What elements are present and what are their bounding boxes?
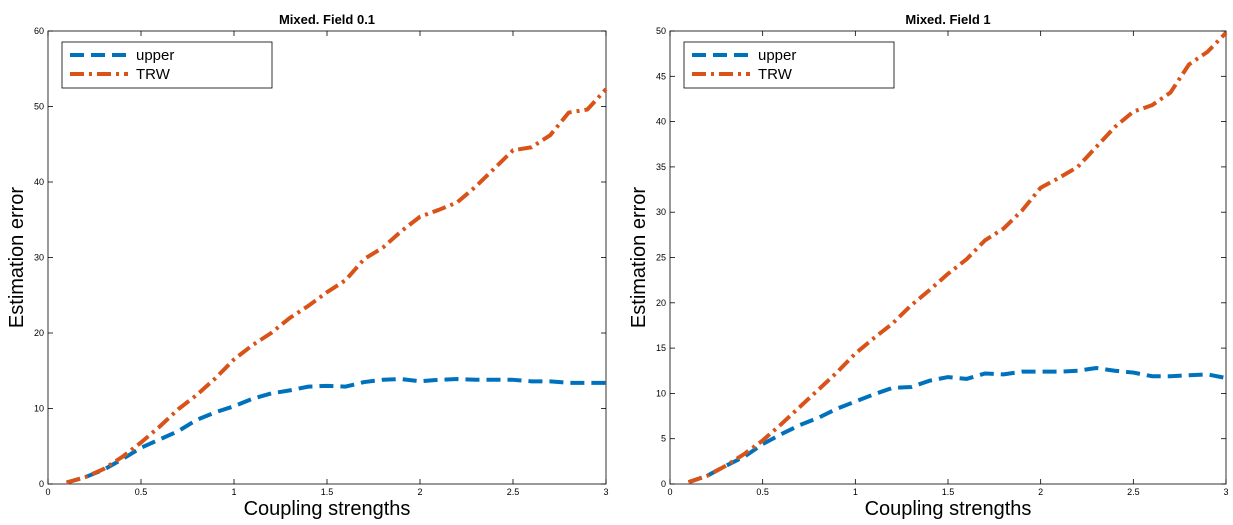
y-axis-label: Estimation error: [628, 187, 650, 328]
y-tick-label: 0: [661, 479, 666, 489]
x-tick-label: 2.5: [1127, 487, 1140, 497]
x-tick-label: 0.5: [756, 487, 769, 497]
series-line-upper: [66, 377, 606, 485]
legend-label-trw: TRW: [136, 66, 171, 83]
y-tick-label: 30: [656, 207, 666, 217]
y-tick-label: 50: [656, 26, 666, 36]
legend-label-trw: TRW: [758, 66, 793, 83]
x-axis-label: Coupling strengths: [865, 498, 1032, 520]
legend: upper TRW: [61, 41, 273, 89]
series-line-trw: [66, 87, 608, 485]
y-tick-label: 40: [656, 117, 666, 127]
legend: upper TRW: [683, 41, 895, 89]
y-tick-label: 5: [661, 434, 666, 444]
y-tick-label: 20: [656, 298, 666, 308]
axes-box: [47, 30, 607, 485]
x-tick-label: 3: [1223, 487, 1228, 497]
x-tick-label: 1.5: [321, 487, 334, 497]
x-tick-label: 2.5: [507, 487, 520, 497]
y-tick-label: 45: [656, 71, 666, 81]
y-tick-label: 60: [34, 26, 44, 36]
chart-title: Mixed. Field 0.1: [279, 12, 375, 27]
x-tick-label: 3: [603, 487, 608, 497]
x-tick-label: 0: [45, 487, 50, 497]
legend-label-upper: upper: [758, 47, 796, 64]
axes-box: [669, 30, 1227, 485]
series-line-trw: [687, 31, 1228, 485]
y-tick-label: 10: [34, 404, 44, 414]
x-tick-label: 2: [1038, 487, 1043, 497]
chart-panel-2: Mixed. Field 10 0.5 1 1.5 2 2.5 30510152025303…: [628, 12, 1229, 520]
x-tick-label: 0: [667, 487, 672, 497]
y-tick-label: 0: [39, 479, 44, 489]
y-tick-label: 35: [656, 162, 666, 172]
legend-box: [683, 41, 895, 89]
x-tick-label: 1: [231, 487, 236, 497]
y-tick-label: 50: [34, 102, 44, 112]
y-tick-label: 40: [34, 177, 44, 187]
legend-box: [61, 41, 273, 89]
x-tick-label: 0.5: [135, 487, 148, 497]
x-axis-label: Coupling strengths: [244, 498, 411, 520]
chart-title: Mixed. Field 1: [905, 12, 990, 27]
x-tick-label: 2: [417, 487, 422, 497]
legend-label-upper: upper: [136, 47, 174, 64]
chart-panel-1: Mixed. Field 0.10 0.5 1 1.5 2 2.5 301020304050…: [6, 12, 609, 520]
y-tick-label: 15: [656, 343, 666, 353]
y-tick-label: 20: [34, 328, 44, 338]
x-tick-label: 1: [853, 487, 858, 497]
y-tick-label: 25: [656, 253, 666, 263]
y-tick-label: 30: [34, 253, 44, 263]
x-tick-label: 1.5: [942, 487, 955, 497]
y-tick-label: 10: [656, 388, 666, 398]
y-axis-label: Estimation error: [6, 187, 28, 328]
series-line-upper: [687, 366, 1227, 485]
